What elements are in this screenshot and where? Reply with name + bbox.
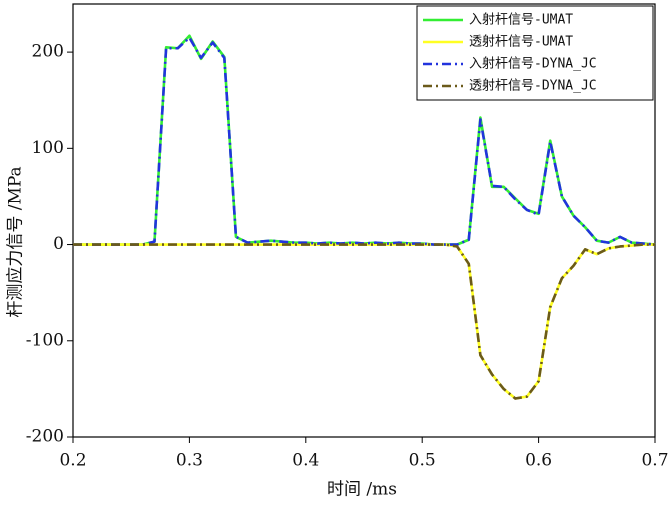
series-line	[73, 243, 655, 400]
y-axis-title: 杆测应力信号 /MPa	[6, 166, 26, 317]
y-tick-label: -100	[26, 330, 64, 350]
legend-label: 入射杆信号-UMAT	[469, 12, 573, 28]
x-tick-label: 0.2	[59, 451, 86, 471]
legend-label: 透射杆信号-UMAT	[469, 34, 573, 50]
y-tick-label: -200	[26, 427, 64, 447]
legend-box	[416, 5, 654, 101]
x-tick-label: 0.5	[409, 451, 436, 471]
plot-frame	[72, 3, 656, 438]
y-tick-label: 100	[32, 138, 64, 158]
x-tick-label: 0.4	[292, 451, 319, 471]
legend: 入射杆信号-UMAT 透射杆信号-UMAT 入射杆信号-DYNA_JC 透射杆信号-D…	[416, 5, 654, 101]
x-tick-label: 0.3	[176, 451, 203, 471]
x-tick-label: 0.6	[525, 451, 552, 471]
legend-label: 透射杆信号-DYNA_JC	[469, 78, 597, 94]
x-axis-title: 时间 /ms	[327, 480, 397, 500]
legend-label: 入射杆信号-DYNA_JC	[469, 56, 597, 72]
y-tick-label: 0	[53, 234, 64, 254]
x-tick-label: 0.7	[641, 451, 668, 471]
y-tick-label: 200	[32, 42, 64, 62]
series-line	[73, 243, 655, 400]
